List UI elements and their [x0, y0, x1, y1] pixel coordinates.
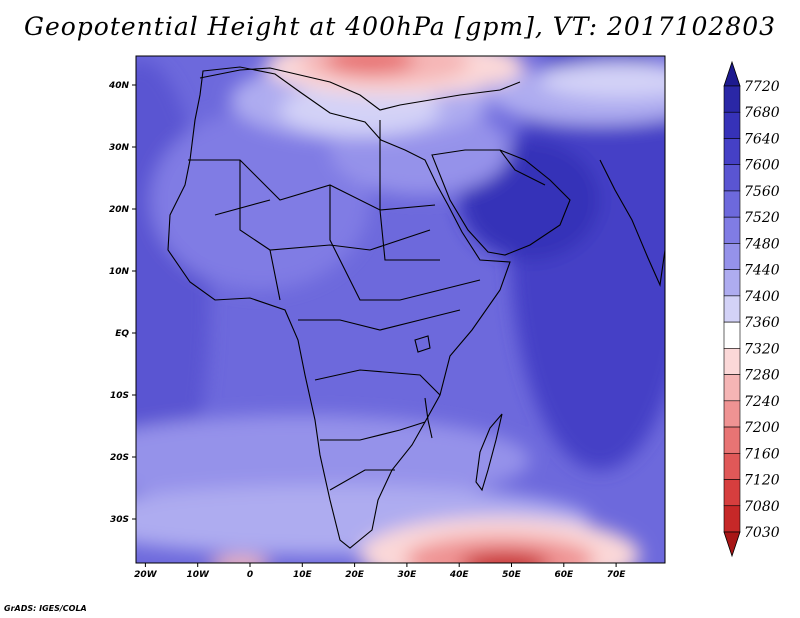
colorbar-swatch	[723, 164, 741, 192]
colorbar-label: 7400	[744, 289, 780, 305]
colorbar-label: 7520	[744, 210, 780, 226]
colorbar-swatch	[723, 321, 741, 349]
border-3	[329, 185, 481, 301]
colorbar-swatch	[723, 479, 741, 507]
colorbar-label: 7200	[744, 420, 780, 436]
border-4	[379, 120, 440, 261]
colorbar-bottom-triangle	[723, 531, 741, 558]
colorbar-label: 7440	[744, 263, 780, 279]
colorbar-label: 7120	[744, 473, 780, 489]
colorbar-label: 7720	[744, 79, 780, 95]
colorbar-swatch	[723, 400, 741, 428]
lon-tick-label: 70E	[607, 570, 627, 580]
border-6	[314, 369, 441, 396]
colorbar-label: 7280	[744, 368, 780, 384]
colorbar-label: 7160	[744, 446, 780, 462]
lon-tick-label: 20W	[134, 570, 158, 580]
colorbar: 7720 7680 7640 7600 7560 7520 7480 7440 7400 7360…	[723, 60, 780, 558]
lon-tick-label: 20E	[345, 570, 365, 580]
lake-victoria	[414, 335, 431, 353]
colorbar-swatch	[723, 269, 741, 297]
lat-tick-label: EQ	[115, 329, 129, 339]
colorbar-label: 7240	[744, 394, 780, 410]
colorbar-swatch	[723, 426, 741, 454]
lat-tick-label: 30N	[109, 143, 130, 153]
madagascar-coastline	[475, 413, 503, 492]
map-frame	[135, 55, 666, 564]
colorbar-swatch	[723, 111, 741, 139]
chart-title: Geopotential Height at 400hPa [gpm], VT:…	[23, 12, 777, 41]
geopotential-field	[136, 56, 665, 563]
lon-tick-label: 60E	[554, 570, 574, 580]
lon-tick-label: 10E	[293, 570, 313, 580]
colorbar-swatch	[723, 452, 741, 480]
colorbar-label: 7680	[744, 105, 780, 121]
colorbar-top-triangle	[723, 60, 741, 87]
colorbar-label: 7320	[744, 341, 780, 357]
colorbar-label: 7640	[744, 131, 780, 147]
lon-tick-label: 40E	[449, 570, 470, 580]
colorbar-swatch	[723, 190, 741, 218]
border-9	[269, 249, 281, 301]
lat-tick-label: 30S	[110, 515, 129, 525]
lon-tick-label: 50E	[502, 570, 522, 580]
border-1	[188, 159, 436, 211]
colorbar-swatch	[723, 85, 741, 113]
colorbar-swatch	[723, 505, 741, 533]
lat-tick-label: 40N	[108, 81, 130, 91]
lon-tick-label: 30E	[398, 570, 418, 580]
border-5	[298, 309, 461, 331]
lat-tick-label: 10S	[110, 391, 129, 401]
colorbar-label: 7030	[744, 525, 780, 541]
colorbar-swatch	[723, 295, 741, 323]
colorbar-swatch	[723, 348, 741, 375]
colorbar-label: 7480	[744, 236, 780, 252]
border-7	[320, 421, 426, 441]
colorbar-label: 7560	[744, 184, 780, 200]
colorbar-label: 7080	[744, 499, 780, 515]
europe-coast	[199, 67, 521, 111]
lat-tick-label: 20S	[110, 453, 129, 463]
colorbar-swatch	[723, 216, 741, 244]
lon-tick-label: 10W	[186, 570, 210, 580]
latitude-axis: 40N 30N 20N 10N EQ 10S 20S 30S	[108, 81, 136, 525]
colorbar-swatch	[723, 374, 741, 402]
india-coastline	[599, 159, 665, 287]
coastline-borders	[167, 66, 665, 549]
persian-gulf	[499, 149, 546, 186]
colorbar-label: 7360	[744, 315, 780, 331]
colorbar-swatch	[723, 243, 741, 270]
border-8	[329, 469, 395, 491]
grads-credit: GrADS: IGES/COLA	[4, 604, 87, 613]
lon-tick-label: 0	[247, 570, 253, 580]
lake-malawi	[424, 397, 433, 439]
border-10	[214, 199, 271, 216]
colorbar-label: 7600	[744, 158, 780, 174]
colorbar-swatch	[723, 138, 741, 166]
longitude-axis: 20W 10W 0 10E 20E 30E 40E 50E 60E 70E	[134, 563, 626, 580]
lat-tick-label: 20N	[109, 205, 130, 215]
border-2	[239, 160, 431, 251]
lat-tick-label: 10N	[109, 267, 130, 277]
